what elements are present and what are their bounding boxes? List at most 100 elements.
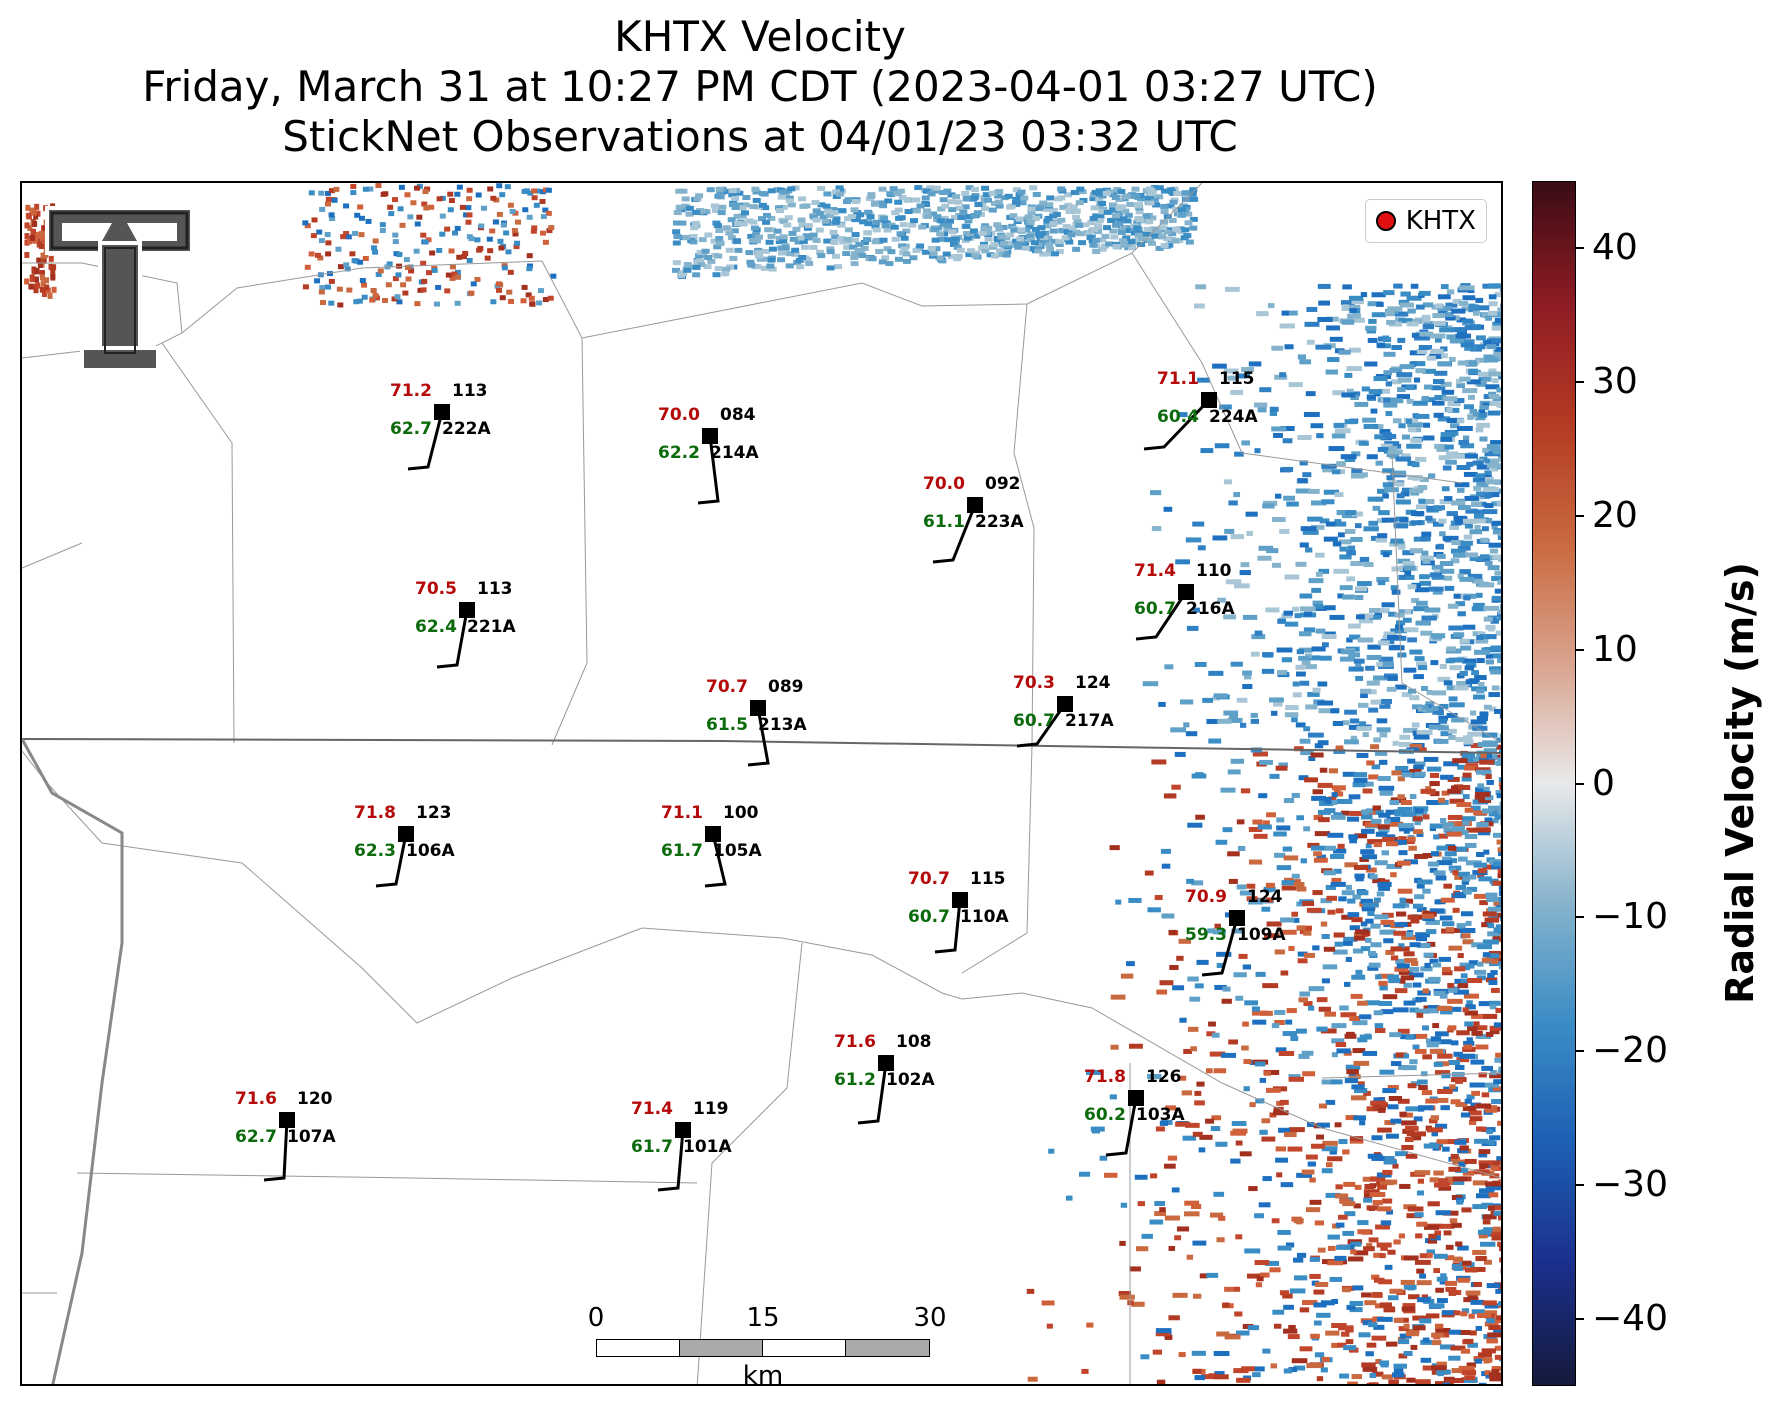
- dewpoint-value: 61.1: [923, 512, 965, 532]
- colorbar-tick-label: 40: [1592, 226, 1638, 268]
- dewpoint-value: 59.3: [1185, 925, 1227, 945]
- dewpoint-value: 60.2: [1084, 1105, 1126, 1125]
- gust-value: 113: [477, 579, 513, 599]
- colorbar-tick: [1576, 648, 1584, 651]
- temperature-value: 70.0: [658, 405, 700, 425]
- temperature-value: 71.1: [1157, 369, 1199, 389]
- scale-segment: [679, 1339, 763, 1357]
- map-canvas: [22, 183, 1501, 1384]
- gust-value: 108: [896, 1032, 932, 1052]
- dewpoint-value: 62.7: [390, 419, 432, 439]
- station-marker: [675, 1122, 691, 1138]
- station-id: 102A: [886, 1070, 935, 1090]
- station-id: 213A: [758, 715, 807, 735]
- temperature-value: 71.4: [631, 1099, 673, 1119]
- scale-tick-label: 30: [913, 1303, 947, 1333]
- dewpoint-value: 62.4: [415, 617, 457, 637]
- station-id: 221A: [467, 617, 516, 637]
- temperature-value: 70.9: [1185, 887, 1227, 907]
- county-boundaries: [22, 183, 1501, 1384]
- wind-barb: [932, 504, 977, 564]
- station-marker: [1057, 696, 1073, 712]
- station-id: 106A: [406, 841, 455, 861]
- colorbar-tick-label: −40: [1592, 1298, 1668, 1340]
- colorbar-tick-label: 30: [1592, 360, 1638, 402]
- state-border: [22, 738, 1501, 754]
- station-id: 101A: [683, 1137, 732, 1157]
- colorbar-tick: [1576, 1050, 1584, 1053]
- wind-barb: [697, 435, 720, 505]
- gust-value: 100: [723, 803, 759, 823]
- temperature-value: 71.6: [834, 1032, 876, 1052]
- station-marker: [702, 428, 718, 444]
- wind-barb: [407, 411, 444, 471]
- station-id: 222A: [442, 419, 491, 439]
- station-marker: [1201, 392, 1217, 408]
- temperature-value: 71.8: [1084, 1067, 1126, 1087]
- wind-barb: [857, 1062, 888, 1125]
- radar-map[interactable]: KHTX 71.2 113 62.7 222A 70.0 084 62.2 214A 70.0 0…: [20, 181, 1503, 1386]
- scale-segment: [596, 1339, 680, 1357]
- scale-segment: [762, 1339, 846, 1357]
- gust-value: 115: [970, 869, 1006, 889]
- temperature-value: 70.5: [415, 579, 457, 599]
- colorbar-tick-label: 20: [1592, 494, 1638, 536]
- station-id: 214A: [710, 443, 759, 463]
- map-subtitle-obs: StickNet Observations at 04/01/23 03:32 …: [282, 112, 1238, 161]
- gust-value: 124: [1247, 887, 1283, 907]
- wind-barb: [436, 609, 469, 669]
- temperature-value: 71.6: [235, 1089, 277, 1109]
- scale-tick-label: 0: [587, 1303, 605, 1333]
- wind-barb: [1143, 398, 1211, 451]
- station-id: 217A: [1065, 711, 1114, 731]
- temperature-value: 70.0: [923, 474, 965, 494]
- gust-value: 126: [1146, 1067, 1182, 1087]
- scale-tick-label: 15: [746, 1303, 780, 1333]
- dewpoint-value: 60.4: [1157, 407, 1199, 427]
- colorbar-tick: [1576, 380, 1584, 383]
- wind-barb: [1016, 703, 1067, 748]
- station-id: 223A: [975, 512, 1024, 532]
- map-title: KHTX Velocity: [614, 12, 906, 61]
- dewpoint-value: 61.2: [834, 1070, 876, 1090]
- radar-site-marker-icon: [1375, 211, 1396, 231]
- temperature-value: 70.3: [1013, 673, 1055, 693]
- wind-barb: [263, 1119, 289, 1182]
- map-subtitle-time: Friday, March 31 at 10:27 PM CDT (2023-0…: [142, 62, 1378, 111]
- colorbar-tick: [1576, 514, 1584, 517]
- station-marker: [279, 1112, 295, 1128]
- colorbar-tick-label: 10: [1592, 628, 1638, 670]
- station-id: 105A: [713, 841, 762, 861]
- colorbar-tick: [1576, 1318, 1584, 1321]
- colorbar-tick: [1576, 246, 1584, 249]
- temperature-value: 71.4: [1134, 561, 1176, 581]
- gust-value: 092: [985, 474, 1021, 494]
- legend-label: KHTX: [1405, 206, 1476, 236]
- gust-value: 110: [1196, 561, 1232, 581]
- station-marker: [705, 826, 721, 842]
- wind-barbs: [263, 398, 1239, 1192]
- wind-barb: [1105, 1097, 1138, 1157]
- temperature-value: 71.1: [661, 803, 703, 823]
- temperature-value: 71.8: [354, 803, 396, 823]
- wind-barb: [934, 899, 962, 954]
- gust-value: 119: [693, 1099, 729, 1119]
- dewpoint-value: 60.7: [908, 907, 950, 927]
- gust-value: 084: [720, 405, 756, 425]
- velocity-radar-field: [24, 183, 1501, 1384]
- map-legend: KHTX: [1364, 199, 1487, 243]
- station-id: 216A: [1186, 599, 1235, 619]
- dewpoint-value: 61.7: [631, 1137, 673, 1157]
- colorbar: [1532, 181, 1576, 1386]
- station-marker: [750, 700, 766, 716]
- wind-barb: [657, 1129, 685, 1192]
- station-marker: [1229, 910, 1245, 926]
- wind-barb: [747, 707, 770, 767]
- colorbar-tick: [1576, 916, 1584, 919]
- dewpoint-value: 62.7: [235, 1127, 277, 1147]
- scale-unit: km: [742, 1361, 784, 1386]
- gust-value: 115: [1219, 369, 1255, 389]
- station-id: 107A: [287, 1127, 336, 1147]
- colorbar-tick-label: −20: [1592, 1030, 1668, 1072]
- station-marker: [967, 497, 983, 513]
